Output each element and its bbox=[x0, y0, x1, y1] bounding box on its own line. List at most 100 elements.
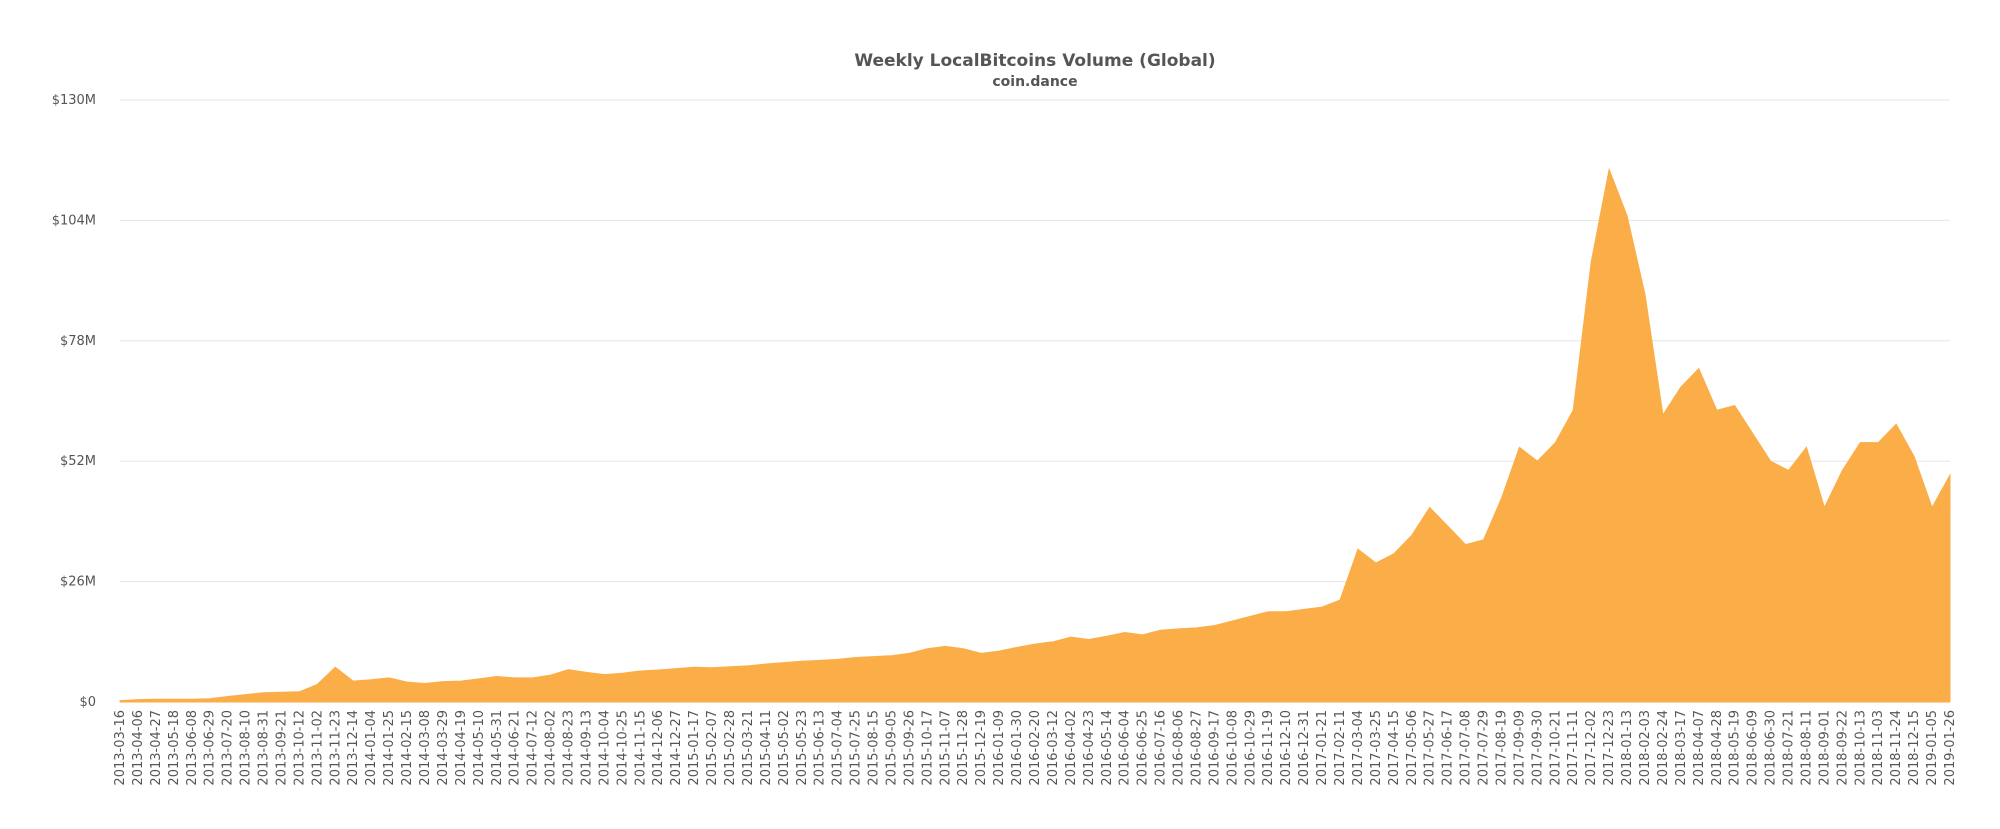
x-tick-label: 2016-01-30 bbox=[1010, 710, 1025, 786]
x-tick-label: 2018-11-03 bbox=[1871, 710, 1886, 786]
x-tick-label: 2013-11-02 bbox=[310, 710, 325, 786]
x-tick-label: 2014-01-04 bbox=[364, 710, 379, 786]
chart-title: Weekly LocalBitcoins Volume (Global) bbox=[854, 51, 1215, 71]
x-tick-label: 2014-05-10 bbox=[472, 710, 487, 786]
x-tick-label: 2016-06-04 bbox=[1118, 710, 1133, 786]
x-tick-label: 2016-04-02 bbox=[1064, 710, 1079, 786]
x-tick-label: 2018-11-24 bbox=[1889, 710, 1904, 786]
x-tick-label: 2013-03-16 bbox=[113, 710, 128, 786]
x-tick-label: 2017-08-19 bbox=[1494, 710, 1509, 786]
x-tick-label: 2013-09-21 bbox=[274, 710, 289, 786]
x-tick-label: 2014-07-12 bbox=[526, 710, 541, 786]
x-tick-label: 2016-01-09 bbox=[992, 710, 1007, 786]
x-tick-label: 2014-10-25 bbox=[615, 710, 630, 786]
x-tick-label: 2015-09-26 bbox=[902, 710, 917, 786]
x-tick-label: 2013-12-14 bbox=[346, 710, 361, 786]
x-tick-label: 2014-06-21 bbox=[508, 710, 523, 786]
y-tick-label: $78M bbox=[60, 334, 96, 349]
x-tick-label: 2014-05-31 bbox=[490, 710, 505, 786]
x-tick-label: 2016-10-08 bbox=[1225, 710, 1240, 786]
x-tick-label: 2013-10-12 bbox=[292, 710, 307, 786]
x-tick-label: 2018-06-30 bbox=[1764, 710, 1779, 786]
chart-subtitle: coin.dance bbox=[992, 74, 1077, 90]
x-tick-label: 2014-02-15 bbox=[400, 710, 415, 786]
x-tick-label: 2018-09-22 bbox=[1835, 710, 1850, 786]
x-tick-label: 2016-07-16 bbox=[1154, 710, 1169, 786]
x-tick-label: 2015-01-17 bbox=[687, 710, 702, 786]
y-tick-label: $104M bbox=[52, 213, 96, 228]
x-tick-label: 2014-08-23 bbox=[562, 710, 577, 786]
x-tick-label: 2015-05-23 bbox=[795, 710, 810, 786]
x-tick-label: 2016-05-14 bbox=[1100, 710, 1115, 786]
x-tick-label: 2018-03-17 bbox=[1674, 710, 1689, 786]
x-tick-label: 2016-12-31 bbox=[1297, 710, 1312, 786]
x-tick-label: 2015-08-15 bbox=[867, 710, 882, 786]
x-tick-label: 2016-02-20 bbox=[1028, 710, 1043, 786]
x-tick-label: 2018-04-07 bbox=[1692, 710, 1707, 786]
x-tick-label: 2013-11-23 bbox=[328, 710, 343, 786]
x-tick-label: 2013-04-06 bbox=[131, 710, 146, 786]
x-tick-label: 2016-09-17 bbox=[1207, 710, 1222, 786]
x-tick-label: 2018-05-19 bbox=[1728, 710, 1743, 786]
x-tick-label: 2015-07-25 bbox=[849, 710, 864, 786]
y-tick-label: $52M bbox=[60, 454, 96, 469]
x-tick-label: 2015-06-13 bbox=[813, 710, 828, 786]
x-tick-label: 2013-07-20 bbox=[221, 710, 236, 786]
x-tick-label: 2018-08-11 bbox=[1799, 710, 1814, 786]
x-tick-label: 2015-02-28 bbox=[723, 710, 738, 786]
x-tick-label: 2016-03-12 bbox=[1046, 710, 1061, 786]
x-tick-label: 2017-03-25 bbox=[1369, 710, 1384, 786]
x-tick-label: 2014-01-25 bbox=[382, 710, 397, 786]
x-tick-label: 2017-05-27 bbox=[1423, 710, 1438, 786]
x-tick-label: 2017-09-30 bbox=[1530, 710, 1545, 786]
x-tick-label: 2017-04-15 bbox=[1387, 710, 1402, 786]
x-tick-label: 2017-07-08 bbox=[1459, 710, 1474, 786]
x-tick-label: 2016-10-29 bbox=[1243, 710, 1258, 786]
x-tick-label: 2014-09-13 bbox=[579, 710, 594, 786]
x-tick-label: 2018-07-21 bbox=[1782, 710, 1797, 786]
x-tick-label: 2014-03-08 bbox=[418, 710, 433, 786]
x-tick-label: 2015-11-07 bbox=[938, 710, 953, 786]
x-tick-label: 2014-12-06 bbox=[651, 710, 666, 786]
x-tick-label: 2016-04-23 bbox=[1082, 710, 1097, 786]
x-tick-label: 2016-08-27 bbox=[1189, 710, 1204, 786]
y-tick-label: $130M bbox=[52, 93, 96, 108]
x-tick-label: 2013-08-10 bbox=[239, 710, 254, 786]
x-tick-label: 2015-05-02 bbox=[777, 710, 792, 786]
x-tick-label: 2018-01-13 bbox=[1620, 710, 1635, 786]
x-tick-label: 2017-12-23 bbox=[1602, 710, 1617, 786]
x-tick-label: 2014-04-19 bbox=[454, 710, 469, 786]
x-tick-label: 2018-12-15 bbox=[1907, 710, 1922, 786]
x-tick-label: 2018-10-13 bbox=[1853, 710, 1868, 786]
x-tick-label: 2018-02-03 bbox=[1638, 710, 1653, 786]
x-tick-label: 2017-12-02 bbox=[1584, 710, 1599, 786]
x-tick-label: 2017-09-09 bbox=[1512, 710, 1527, 786]
x-tick-label: 2015-12-19 bbox=[974, 710, 989, 786]
x-tick-label: 2015-11-28 bbox=[956, 710, 971, 786]
x-tick-label: 2014-11-15 bbox=[633, 710, 648, 786]
x-tick-label: 2016-12-10 bbox=[1279, 710, 1294, 786]
x-tick-label: 2015-03-21 bbox=[741, 710, 756, 786]
x-tick-label: 2018-02-24 bbox=[1656, 710, 1671, 786]
x-tick-label: 2016-11-19 bbox=[1261, 710, 1276, 786]
x-tick-label: 2019-01-05 bbox=[1925, 710, 1940, 786]
x-tick-label: 2019-01-26 bbox=[1943, 710, 1958, 786]
y-axis-tick-labels: $0 $26M $52M $78M $104M $130M bbox=[52, 93, 96, 710]
x-tick-label: 2013-06-29 bbox=[203, 710, 218, 786]
x-tick-label: 2013-08-31 bbox=[257, 710, 272, 786]
x-tick-label: 2017-02-11 bbox=[1333, 710, 1348, 786]
x-tick-label: 2018-06-09 bbox=[1746, 710, 1761, 786]
series-area bbox=[119, 167, 1951, 703]
x-tick-label: 2014-12-27 bbox=[669, 710, 684, 786]
y-tick-label: $0 bbox=[79, 695, 96, 710]
x-tick-label: 2014-08-02 bbox=[544, 710, 559, 786]
x-axis-tick-labels: 2013-03-16 2013-04-06 2013-04-27 2013-05-18… bbox=[113, 710, 1958, 786]
x-tick-label: 2015-02-07 bbox=[705, 710, 720, 786]
y-tick-label: $26M bbox=[60, 575, 96, 590]
x-tick-label: 2018-09-01 bbox=[1817, 710, 1832, 786]
x-tick-label: 2015-09-05 bbox=[884, 710, 899, 786]
x-tick-label: 2013-04-27 bbox=[149, 710, 164, 786]
x-tick-label: 2013-06-08 bbox=[185, 710, 200, 786]
